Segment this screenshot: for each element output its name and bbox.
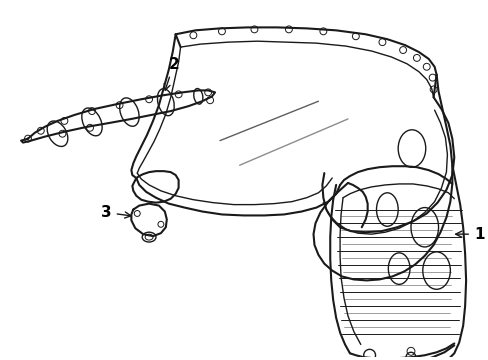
Text: 3: 3 [101,205,131,220]
Text: 1: 1 [455,227,484,242]
Text: 2: 2 [164,57,179,90]
